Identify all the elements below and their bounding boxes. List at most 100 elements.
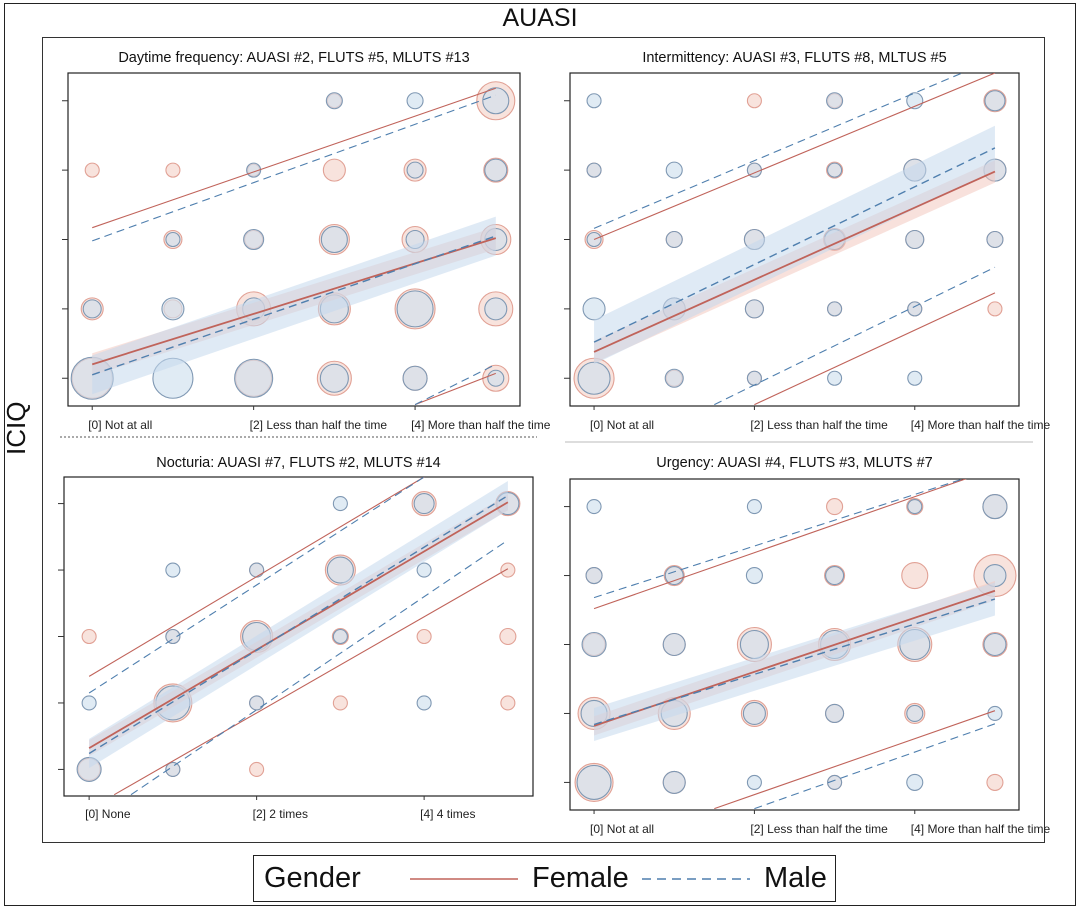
male-bubble (662, 770, 686, 794)
male-pi-lower (130, 539, 509, 796)
male-bubble (586, 93, 602, 109)
male-bubble (665, 230, 683, 249)
x-tick-label: [0] Not at all (88, 418, 152, 432)
male-bubble (161, 297, 185, 321)
plot-area (569, 478, 1020, 811)
male-bubble (325, 92, 343, 110)
male-pi-upper (92, 94, 496, 242)
panel-3: Nocturia: AUASI #7, FLUTS #2, MLUTS #14 [… (58, 455, 534, 821)
male-bubble (396, 290, 434, 328)
legend: Gender Female Male (253, 855, 836, 902)
x-tick-label: [4] 4 times (420, 807, 475, 821)
male-bubble (826, 92, 844, 110)
x-tick-label: [4] More than half the time (911, 418, 1051, 432)
male-pi-lower (714, 266, 996, 406)
female-bubble (746, 93, 762, 109)
legend-swatches (410, 878, 750, 880)
male-pi-upper (593, 73, 964, 229)
x-tick-label: [2] Less than half the time (250, 418, 388, 432)
male-bubble (332, 496, 348, 512)
female-bubble (826, 498, 844, 516)
male-bubble (484, 297, 508, 321)
male-bubble (825, 565, 845, 586)
male-bubble (665, 161, 683, 179)
male-bubble (746, 499, 762, 515)
male-bubble (243, 228, 265, 251)
female-bubble (500, 695, 516, 711)
female-bubble (81, 628, 97, 645)
male-bubble (746, 774, 762, 790)
male-bubble (320, 225, 348, 254)
panel-4: Urgency: AUASI #4, FLUTS #3, MLUTS #7 [0]… (564, 455, 1051, 836)
male-bubble (827, 301, 843, 317)
male-fit-line (593, 598, 996, 726)
female-pi-upper (88, 477, 425, 677)
male-bubble (326, 556, 354, 584)
male-pi-lower (754, 723, 996, 810)
male-bubble (81, 695, 97, 711)
male-fit-line (88, 495, 509, 755)
male-bubble (907, 499, 923, 515)
male-bubble (582, 297, 606, 321)
male-bubble (664, 565, 684, 586)
male-bubble (664, 368, 684, 388)
male-bubble (82, 299, 102, 319)
male-bubble (249, 562, 265, 578)
female-pi-upper (92, 87, 496, 229)
male-bubble (416, 695, 432, 711)
x-tick-label: [4] More than half the time (911, 822, 1051, 836)
male-bubble (484, 158, 508, 182)
x-tick-label: [0] Not at all (590, 822, 654, 836)
male-bubble (907, 370, 923, 386)
figure-title: AUASI (502, 4, 578, 32)
male-bubble (487, 369, 505, 387)
male-bubble (827, 774, 843, 790)
male-bubble (413, 493, 435, 515)
male-bubble (402, 365, 428, 391)
male-bubble (577, 361, 611, 395)
male-bubble (746, 370, 762, 386)
male-bubble (585, 566, 603, 585)
x-tick-label: [4] More than half the time (411, 418, 551, 432)
male-bubble (586, 162, 602, 178)
panel-title: Intermittency: AUASI #3, FLUTS #8, MLTUS… (642, 50, 946, 66)
x-tick-label: [0] None (85, 807, 131, 821)
figure-frame (4, 3, 1076, 906)
panel-2: Intermittency: AUASI #3, FLUTS #8, MLTUS… (564, 50, 1051, 432)
male-bubble (742, 701, 766, 726)
male-pi-upper (593, 479, 965, 599)
male-bubble (319, 363, 349, 393)
female-bubble (84, 162, 100, 178)
male-bubble (165, 628, 181, 645)
male-bubble (165, 761, 181, 777)
female-bubble (499, 627, 517, 646)
male-bubble (906, 704, 924, 723)
x-tick-label: [2] 2 times (253, 807, 308, 821)
male-bubble (905, 229, 925, 250)
female-bubble (500, 562, 516, 578)
male-bubble (983, 632, 1007, 657)
female-bubble (901, 561, 929, 590)
female-bubble (986, 773, 1004, 791)
male-bubble (406, 92, 424, 110)
x-tick-label: [2] Less than half the time (750, 822, 888, 836)
x-tick-label: [0] Not at all (590, 418, 654, 432)
male-bubble (984, 90, 1006, 112)
male-pi-lower (414, 363, 497, 406)
female-bubble (165, 162, 181, 178)
male-bubble (662, 632, 686, 657)
x-tick-label: [2] Less than half the time (750, 418, 888, 432)
legend-title: Gender (264, 862, 361, 894)
female-bubble (322, 158, 346, 182)
panel-title: Urgency: AUASI #4, FLUTS #3, MLUTS #7 (656, 455, 932, 471)
female-bubble (416, 628, 432, 645)
female-bubble (332, 695, 348, 711)
female-pi-upper (593, 73, 996, 241)
panel-1: Daytime frequency: AUASI #2, FLUTS #5, M… (62, 50, 551, 432)
female-fit-line (88, 501, 509, 749)
male-bubble (332, 628, 348, 645)
female-pi-lower (113, 568, 509, 796)
panels-frame (42, 37, 1045, 843)
male-bubble (739, 629, 769, 660)
